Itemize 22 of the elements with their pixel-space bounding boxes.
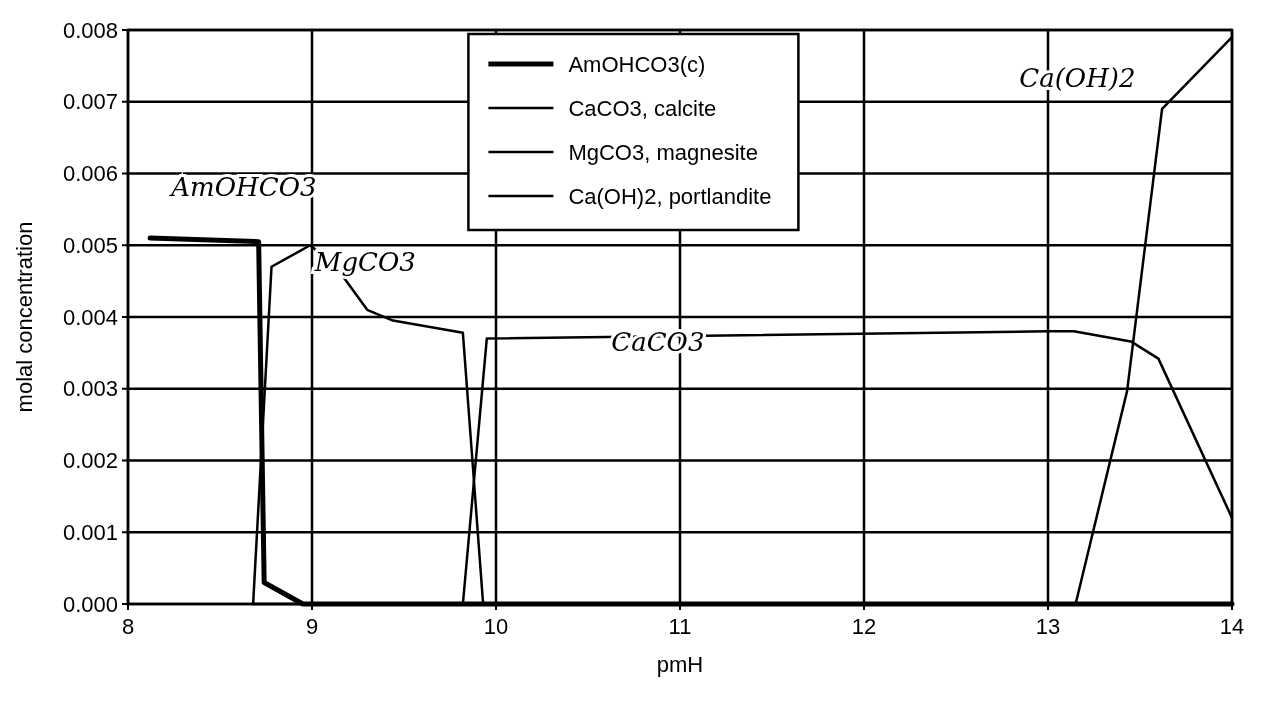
- legend-label: CaCO3, calcite: [568, 95, 717, 121]
- y-tick-label: 0.001: [62, 519, 118, 545]
- y-tick-label: 0.003: [62, 376, 118, 402]
- y-tick-label: 0.004: [62, 304, 118, 330]
- y-tick-label: 0.002: [62, 448, 118, 474]
- legend-label: MgCO3, magnesite: [568, 139, 758, 165]
- legend-label: AmOHCO3(c): [568, 51, 706, 77]
- y-tick-label: 0.000: [62, 591, 118, 617]
- x-tick-label: 11: [668, 614, 692, 639]
- x-tick-label: 9: [305, 614, 319, 639]
- y-tick-label: 0.005: [62, 232, 118, 258]
- y-tick-label: 0.008: [62, 17, 118, 43]
- x-tick-label: 10: [483, 614, 509, 639]
- y-tick-label: 0.006: [62, 161, 118, 187]
- x-axis-title: pmH: [656, 652, 704, 677]
- legend-label: Ca(OH)2, portlandite: [568, 183, 772, 209]
- x-tick-label: 13: [1035, 614, 1061, 639]
- x-tick-label: 8: [121, 614, 135, 639]
- x-tick-label: 12: [851, 614, 877, 639]
- y-axis-title: molal concentration: [12, 221, 37, 413]
- y-tick-label: 0.007: [62, 89, 118, 115]
- x-tick-label: 14: [1219, 614, 1245, 639]
